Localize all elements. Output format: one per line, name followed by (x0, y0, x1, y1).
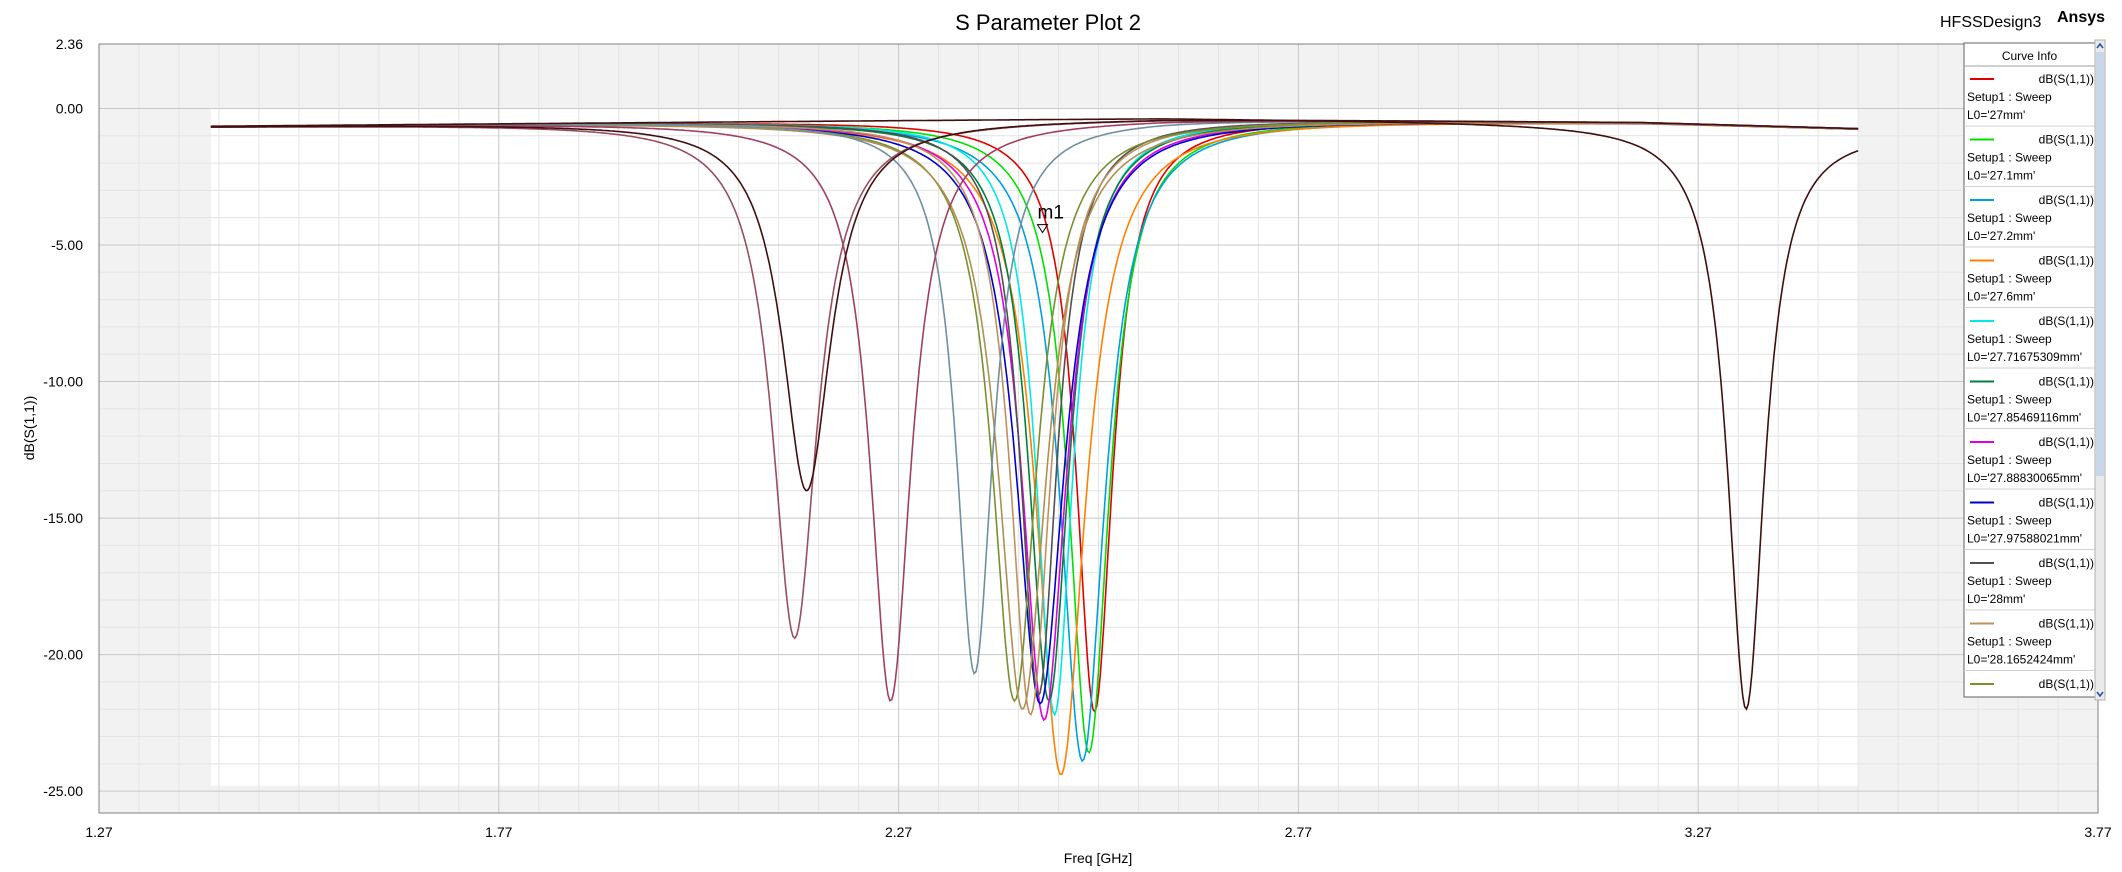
legend-series-name: dB(S(1,1)) (2039, 72, 2094, 86)
legend-series-param: L0='27.97588021mm' (1967, 532, 2082, 546)
legend-series-setup: Setup1 : Sweep (1967, 514, 2052, 528)
x-tick-label: 3.27 (1685, 824, 1712, 840)
legend-series-name: dB(S(1,1)) (2039, 617, 2094, 631)
curve-line (210, 119, 1859, 492)
legend-series-name: dB(S(1,1)) (2039, 254, 2094, 268)
legend-series-setup: Setup1 : Sweep (1967, 90, 2052, 104)
x-tick-label: 3.77 (2084, 824, 2111, 840)
marker-label: m1 (1038, 203, 1064, 224)
marker-m1[interactable]: m1 (1036, 203, 1064, 234)
legend-series-name: dB(S(1,1)) (2039, 314, 2094, 328)
legend-series-param: L0='27.2mm' (1967, 229, 2035, 243)
y-tick-label: -5.00 (51, 237, 83, 253)
legend-items: dB(S(1,1)) Setup1 : Sweep L0='27mm' dB(S(1,… (1964, 65, 2095, 691)
legend-series-param: L0='28mm' (1967, 592, 2025, 606)
legend-series-name: dB(S(1,1)) (2039, 133, 2094, 147)
legend-title: Curve Info (2002, 49, 2058, 63)
design-name: HFSSDesign3 (1940, 14, 2041, 31)
legend-series-param: L0='27.71675309mm' (1967, 350, 2082, 364)
legend-series-name: dB(S(1,1)) (2039, 677, 2094, 691)
legend-box (1963, 42, 2096, 698)
legend-series-setup: Setup1 : Sweep (1967, 393, 2052, 407)
y-tick-label: -25.00 (43, 783, 83, 799)
legend-scrollbar[interactable] (2094, 39, 2106, 701)
chart-title: S Parameter Plot 2 (955, 10, 1141, 35)
y-tick-label: -15.00 (43, 510, 83, 526)
legend-series-setup: Setup1 : Sweep (1967, 453, 2052, 467)
x-tick-label: 2.27 (885, 824, 912, 840)
scroll-down-arrow-icon[interactable] (2096, 691, 2104, 698)
legend-series-param: L0='27.1mm' (1967, 169, 2035, 183)
major-grid (99, 44, 2098, 813)
y-tick-label: -20.00 (43, 647, 83, 663)
legend-series-name: dB(S(1,1)) (2039, 496, 2094, 510)
legend-series-setup: Setup1 : Sweep (1967, 272, 2052, 286)
legend-series-param: L0='27.6mm' (1967, 290, 2035, 304)
legend-series-setup: Setup1 : Sweep (1967, 635, 2052, 649)
legend-series-param: L0='27.88830065mm' (1967, 471, 2082, 485)
y-tick-label: 0.00 (56, 100, 83, 116)
y-tick-label: 2.36 (56, 36, 83, 52)
x-tick-label: 2.77 (1285, 824, 1312, 840)
legend-series-name: dB(S(1,1)) (2039, 193, 2094, 207)
minor-grid (99, 44, 2098, 813)
y-tick-label: -10.00 (43, 374, 83, 390)
legend-series-name: dB(S(1,1)) (2039, 375, 2094, 389)
legend-series-param: L0='27mm' (1967, 108, 2025, 122)
x-axis-label: Freq [GHz] (1064, 850, 1132, 866)
legend-series-name: dB(S(1,1)) (2039, 556, 2094, 570)
curves-group (210, 118, 1859, 776)
brand-logo: Ansys (2057, 9, 2105, 26)
scroll-up-arrow-icon[interactable] (2096, 42, 2104, 49)
legend-series-setup: Setup1 : Sweep (1967, 332, 2052, 346)
legend-series-setup: Setup1 : Sweep (1967, 151, 2052, 165)
x-tick-label: 1.27 (85, 824, 112, 840)
curve-info-legend[interactable]: Curve Info dB(S(1,1)) Setup1 : Sweep L0='2… (1963, 42, 2096, 698)
legend-series-name: dB(S(1,1)) (2039, 435, 2094, 449)
curve-line (210, 118, 1859, 711)
y-axis-label: dB(S(1,1)) (21, 396, 37, 461)
x-tick-label: 1.77 (485, 824, 512, 840)
legend-series-setup: Setup1 : Sweep (1967, 211, 2052, 225)
scrollbar-thumb[interactable] (2096, 52, 2104, 476)
legend-series-param: L0='27.85469116mm' (1967, 411, 2081, 425)
marker-triangle-icon (1036, 224, 1049, 234)
legend-series-param: L0='28.1652424mm' (1967, 653, 2075, 667)
tick-labels: 1.27 1.77 2.27 2.77 3.27 3.77 2.36 0.00 -5.00 -10… (43, 36, 2112, 840)
legend-series-setup: Setup1 : Sweep (1967, 574, 2052, 588)
